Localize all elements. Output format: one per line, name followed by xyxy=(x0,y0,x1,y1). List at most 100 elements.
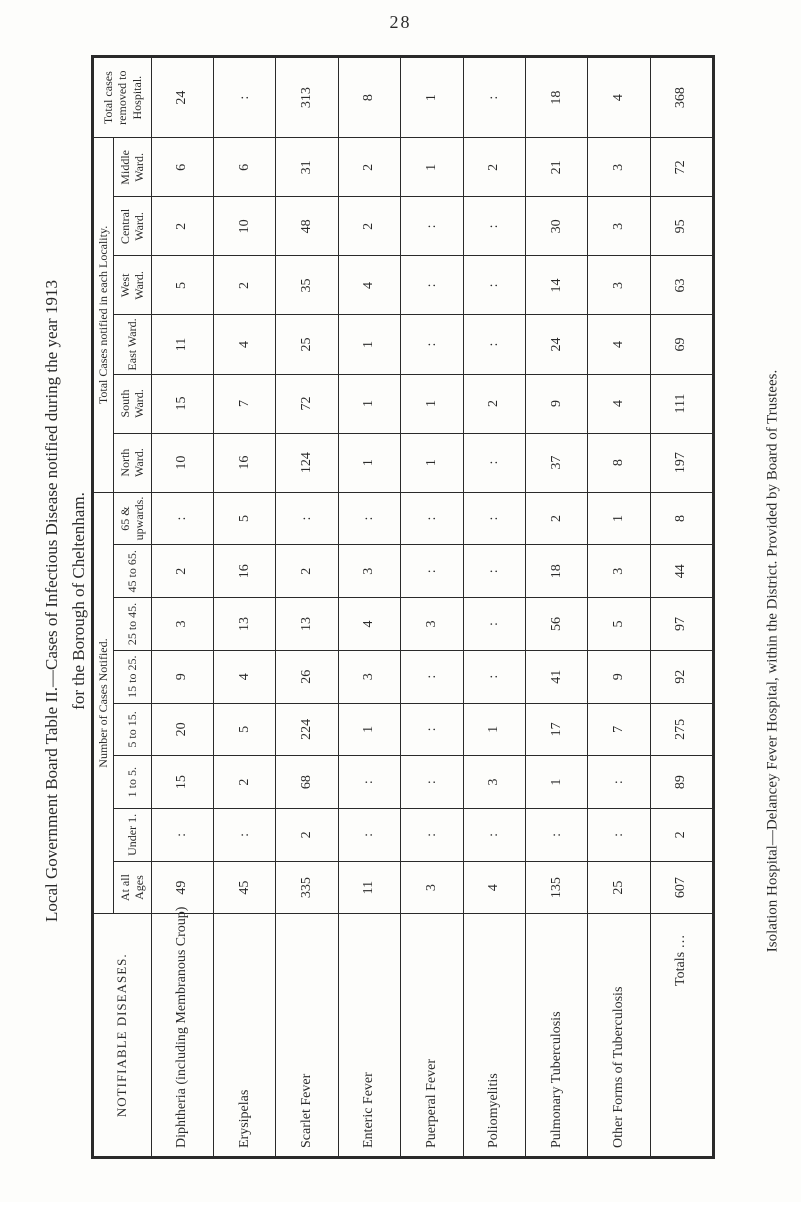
row-label: Pulmonary Tuberculosis xyxy=(525,914,587,1157)
cell: : xyxy=(463,433,525,492)
cell: 63 xyxy=(650,256,712,315)
cell: 1 xyxy=(463,703,525,756)
cell: 31 xyxy=(275,138,337,197)
cell: 26 xyxy=(275,650,337,703)
cell: : xyxy=(463,598,525,651)
row-label: Diphtheria (including Membranous Croup) xyxy=(151,914,213,1157)
cell: 1 xyxy=(400,374,462,433)
cell: 15 xyxy=(151,374,213,433)
cell: 2 xyxy=(338,197,400,256)
cell: 1 xyxy=(400,138,462,197)
cell: 2 xyxy=(151,197,213,256)
cell: 44 xyxy=(650,545,712,598)
cell: 335 xyxy=(275,861,337,914)
table-row: Poliomyelitis 4 : 3 1 : : : : : 2 : : : … xyxy=(463,58,525,1157)
row-label: Puerperal Fever xyxy=(400,914,462,1157)
cell: 1 xyxy=(587,492,649,545)
cell: 1 xyxy=(338,703,400,756)
page: 2 8 Local Government Board Table II.—Case… xyxy=(0,0,801,1202)
data-table-container: NOTIFIABLE DISEASES. Number of Cases Not… xyxy=(91,55,715,1159)
cell: 197 xyxy=(650,433,712,492)
cell: : xyxy=(400,545,462,598)
cell: 607 xyxy=(650,861,712,914)
cell: 3 xyxy=(587,197,649,256)
cell: 4 xyxy=(463,861,525,914)
cell: 3 xyxy=(151,598,213,651)
cell: 2 xyxy=(275,809,337,862)
cell: : xyxy=(463,58,525,138)
cell: 8 xyxy=(650,492,712,545)
cell: 25 xyxy=(587,861,649,914)
cell: 2 xyxy=(213,256,275,315)
ward-col-2: East Ward. xyxy=(113,315,151,374)
table-row: Erysipelas 45 : 2 5 4 13 16 5 16 7 4 2 1… xyxy=(213,58,275,1157)
cell: 97 xyxy=(650,598,712,651)
cell: 14 xyxy=(525,256,587,315)
cell: 24 xyxy=(525,315,587,374)
cell: 4 xyxy=(587,374,649,433)
cell: 5 xyxy=(151,256,213,315)
header-row-groups: NOTIFIABLE DISEASES. Number of Cases Not… xyxy=(93,58,113,1157)
cell: : xyxy=(587,756,649,809)
cell: : xyxy=(400,809,462,862)
row-label: Erysipelas xyxy=(213,914,275,1157)
cell: 135 xyxy=(525,861,587,914)
table-caption-right: Isolation Hospital—Delancey Fever Hospit… xyxy=(765,111,782,1211)
cell: : xyxy=(587,809,649,862)
cell: 13 xyxy=(275,598,337,651)
cell: 4 xyxy=(587,315,649,374)
row-label: Other Forms of Tuberculosis xyxy=(587,914,649,1157)
cell: : xyxy=(338,492,400,545)
cell: : xyxy=(213,58,275,138)
stub-heading: NOTIFIABLE DISEASES. xyxy=(93,914,151,1157)
cell: 4 xyxy=(338,598,400,651)
cell: 7 xyxy=(587,703,649,756)
cell: 18 xyxy=(525,545,587,598)
row-label: Enteric Fever xyxy=(338,914,400,1157)
cell: 1 xyxy=(338,374,400,433)
cell: 9 xyxy=(587,650,649,703)
cell: 2 xyxy=(650,809,712,862)
cell: 9 xyxy=(525,374,587,433)
data-table: NOTIFIABLE DISEASES. Number of Cases Not… xyxy=(93,57,713,1157)
cell: 10 xyxy=(213,197,275,256)
cell: : xyxy=(275,492,337,545)
cell: : xyxy=(338,756,400,809)
cell: 18 xyxy=(525,58,587,138)
cell: 24 xyxy=(151,58,213,138)
cell: 4 xyxy=(338,256,400,315)
cell: 368 xyxy=(650,58,712,138)
age-col-1: Under 1. xyxy=(113,809,151,862)
cell: : xyxy=(463,197,525,256)
cell: 20 xyxy=(151,703,213,756)
cell: 68 xyxy=(275,756,337,809)
cell: 72 xyxy=(650,138,712,197)
group-header-wards: Total Cases notified in each Locality. xyxy=(93,138,113,492)
cell: 17 xyxy=(525,703,587,756)
cell: 15 xyxy=(151,756,213,809)
cell: 1 xyxy=(338,433,400,492)
column-header-hospital: Total cases removed to Hospital. xyxy=(93,58,151,138)
cell: 2 xyxy=(338,138,400,197)
table-body: Diphtheria (including Membranous Croup) … xyxy=(151,58,712,1157)
cell: 3 xyxy=(463,756,525,809)
cell: 45 xyxy=(213,861,275,914)
cell: 95 xyxy=(650,197,712,256)
cell: 2 xyxy=(151,545,213,598)
cell: 10 xyxy=(151,433,213,492)
cell: 37 xyxy=(525,433,587,492)
age-col-5: 25 to 45. xyxy=(113,598,151,651)
cell: 11 xyxy=(151,315,213,374)
cell: 4 xyxy=(213,315,275,374)
cell: 3 xyxy=(587,545,649,598)
cell: 41 xyxy=(525,650,587,703)
caption-line-1: Local Government Board Table II.—Cases o… xyxy=(42,280,61,922)
cell: 9 xyxy=(151,650,213,703)
table-row: Pulmonary Tuberculosis 135 : 1 17 41 56 … xyxy=(525,58,587,1157)
ward-col-1: South Ward. xyxy=(113,374,151,433)
cell: : xyxy=(463,315,525,374)
cell: 3 xyxy=(338,545,400,598)
totals-label: Totals … xyxy=(650,914,712,1157)
caption-line-2: for the Borough of Cheltenham. xyxy=(69,492,88,710)
cell: : xyxy=(400,756,462,809)
